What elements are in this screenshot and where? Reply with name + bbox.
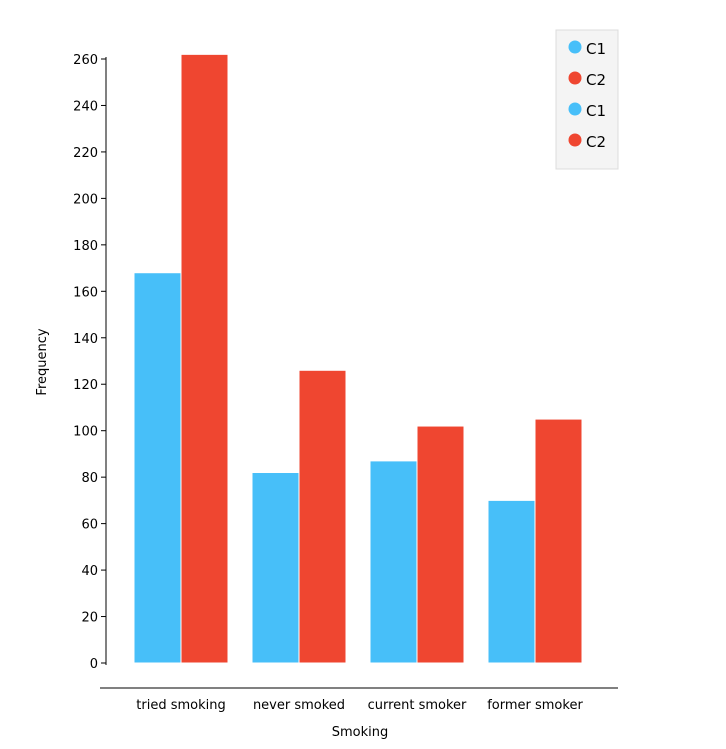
bar-c2-current-smoker bbox=[416, 425, 465, 664]
x-tick-label-never-smoked: never smoked bbox=[253, 698, 345, 713]
y-tick-label-200: 200 bbox=[73, 192, 98, 207]
bar-c1-former-smoker bbox=[487, 499, 536, 664]
legend-marker-c2 bbox=[568, 71, 582, 85]
y-axis: 0 20 40 60 80 100 120 140 160 180 200 220 240 260 bbox=[73, 53, 107, 672]
y-tick-label-240: 240 bbox=[73, 99, 98, 114]
x-axis-title: Smoking bbox=[332, 725, 389, 740]
y-tick-label-260: 260 bbox=[73, 53, 98, 68]
x-axis: tried smoking never smoked current smoker f… bbox=[100, 687, 618, 713]
y-tick-label-140: 140 bbox=[73, 332, 98, 347]
y-tick-label-120: 120 bbox=[73, 378, 98, 393]
legend-marker-c1 bbox=[568, 40, 582, 54]
x-tick-label-former-smoker: former smoker bbox=[487, 698, 583, 713]
y-tick-label-60: 60 bbox=[81, 518, 98, 533]
legend-marker-c1 bbox=[568, 102, 582, 116]
bar-c2-former-smoker bbox=[534, 418, 583, 664]
x-tick-label-tried-smoking: tried smoking bbox=[136, 698, 225, 713]
legend: C1 C2 C1 C2 bbox=[555, 29, 619, 170]
bar-c1-tried-smoking bbox=[133, 272, 182, 664]
y-tick-label-100: 100 bbox=[73, 425, 98, 440]
legend-marker-c2 bbox=[568, 133, 582, 147]
legend-label-c1: C1 bbox=[586, 40, 606, 58]
bar-c2-never-smoked bbox=[298, 369, 347, 664]
y-tick-label-220: 220 bbox=[73, 146, 98, 161]
bar-c1-never-smoked bbox=[251, 472, 300, 664]
x-tick-label-current-smoker: current smoker bbox=[368, 698, 467, 713]
legend-label-c1: C1 bbox=[586, 102, 606, 120]
bar-c1-current-smoker bbox=[369, 460, 418, 664]
bars bbox=[133, 53, 583, 664]
legend-label-c2: C2 bbox=[586, 71, 606, 89]
y-axis-title: Frequency bbox=[35, 328, 50, 395]
legend-box bbox=[555, 29, 619, 170]
y-tick-label-180: 180 bbox=[73, 239, 98, 254]
y-tick-label-20: 20 bbox=[81, 611, 98, 626]
bar-c2-tried-smoking bbox=[180, 53, 229, 664]
y-tick-label-40: 40 bbox=[81, 564, 98, 579]
y-tick-label-80: 80 bbox=[81, 471, 98, 486]
legend-label-c2: C2 bbox=[586, 133, 606, 151]
y-tick-label-160: 160 bbox=[73, 285, 98, 300]
y-tick-label-0: 0 bbox=[90, 657, 98, 672]
